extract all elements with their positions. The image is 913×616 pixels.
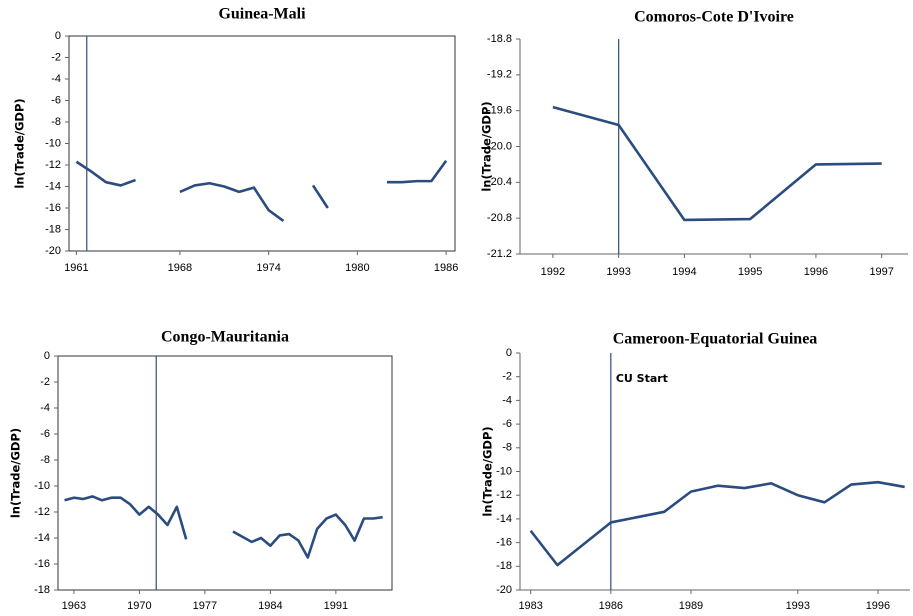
chart-panel: Congo-Mauritania ln(Trade/GDP) 0 -2 -4 -6 -8 -1… (9, 329, 393, 612)
chart-panel: Cameroon-Equatorial Guinea ln(Trade/GDP) 0… (481, 331, 910, 612)
y-tick-label: -16 (45, 202, 61, 214)
y-tick-label: -10 (496, 465, 512, 477)
y-tick-label: -12 (34, 506, 50, 518)
x-tick-label: 1993 (606, 266, 630, 278)
chart-panel: Comoros-Cote D'Ivoire ln(Trade/GDP) -18.8 -… (480, 9, 908, 278)
x-tick-label: 1997 (869, 266, 893, 278)
chart-title: Congo-Mauritania (161, 329, 289, 346)
y-tick-label: -21.2 (487, 248, 512, 260)
y-tick-label: -20.0 (487, 140, 512, 152)
y-tick-label: -14 (34, 532, 50, 544)
y-tick-label: 0 (506, 347, 512, 359)
x-tick-label: 1996 (866, 600, 890, 612)
y-tick-label: -18 (34, 584, 50, 596)
x-tick-label: 1986 (434, 262, 458, 274)
chart-title: Comoros-Cote D'Ivoire (634, 9, 794, 26)
y-tick-label: -4 (40, 402, 50, 414)
x-tick-label: 1968 (168, 262, 192, 274)
plot-frame (57, 355, 393, 591)
data-line (75, 159, 448, 222)
y-tick-label: -18.8 (487, 33, 512, 45)
x-tick-label: 1974 (256, 262, 280, 274)
x-tick-label: 1970 (127, 600, 151, 612)
y-tick-label: -12 (45, 159, 61, 171)
x-tick-label: 1963 (62, 600, 86, 612)
y-tick-label: -12 (496, 489, 512, 501)
chart-panel: Guinea-Mali ln(Trade/GDP) 0 -2 -4 -6 -8 -10 -12 -… (13, 6, 459, 274)
y-tick-label: -2 (40, 376, 50, 388)
y-tick-label: -4 (51, 73, 61, 85)
x-tick-label: 1994 (672, 266, 696, 278)
chart-title: Cameroon-Equatorial Guinea (613, 331, 818, 348)
y-tick-label: -6 (51, 94, 61, 106)
y-tick-label: -2 (51, 51, 61, 63)
x-tick-label: 1992 (541, 266, 565, 278)
x-tick-label: 1989 (679, 600, 703, 612)
x-tick-label: 1986 (599, 600, 623, 612)
y-tick-label: -18 (45, 223, 61, 235)
y-tick-label: -14 (45, 180, 61, 192)
y-axis-label: ln(Trade/GDP) (481, 426, 495, 516)
x-tick-label: 1993 (786, 600, 810, 612)
data-line (64, 495, 383, 559)
x-tick-label: 1984 (258, 600, 282, 612)
x-tick-label: 1995 (738, 266, 762, 278)
x-tick-label: 1980 (345, 262, 369, 274)
y-axis-label: ln(Trade/GDP) (13, 98, 27, 188)
y-tick-label: -10 (45, 137, 61, 149)
x-tick-label: 1991 (324, 600, 348, 612)
event-label: CU Start (616, 372, 668, 385)
y-tick-label: -19.6 (487, 105, 512, 117)
y-axis-label: ln(Trade/GDP) (9, 428, 23, 518)
y-tick-label: -20 (45, 245, 61, 257)
y-tick-label: -20.8 (487, 212, 512, 224)
y-axis-label: ln(Trade/GDP) (480, 101, 494, 191)
x-tick-label: 1996 (804, 266, 828, 278)
x-tick-label: 1977 (193, 600, 217, 612)
y-tick-label: 0 (55, 30, 61, 42)
y-tick-label: -8 (51, 116, 61, 128)
y-tick-label: -8 (40, 454, 50, 466)
chart-title: Guinea-Mali (218, 6, 306, 23)
y-tick-label: -16 (34, 558, 50, 570)
y-tick-label: -6 (502, 418, 512, 430)
y-tick-label: -16 (496, 537, 512, 549)
y-tick-label: -8 (502, 442, 512, 454)
y-tick-label: -20.4 (487, 176, 512, 188)
y-tick-label: -6 (40, 428, 50, 440)
y-tick-label: -14 (496, 513, 512, 525)
y-tick-label: -19.2 (487, 69, 512, 81)
y-tick-label: -18 (496, 560, 512, 572)
data-line (529, 480, 905, 567)
plot-frame (68, 35, 456, 252)
data-line (552, 105, 882, 222)
x-tick-label: 1961 (64, 262, 88, 274)
y-tick-label: -10 (34, 480, 50, 492)
x-tick-label: 1983 (518, 600, 542, 612)
y-tick-label: -2 (502, 371, 512, 383)
y-tick-label: -4 (502, 394, 512, 406)
y-tick-label: -20 (496, 584, 512, 596)
y-tick-label: 0 (44, 350, 50, 362)
